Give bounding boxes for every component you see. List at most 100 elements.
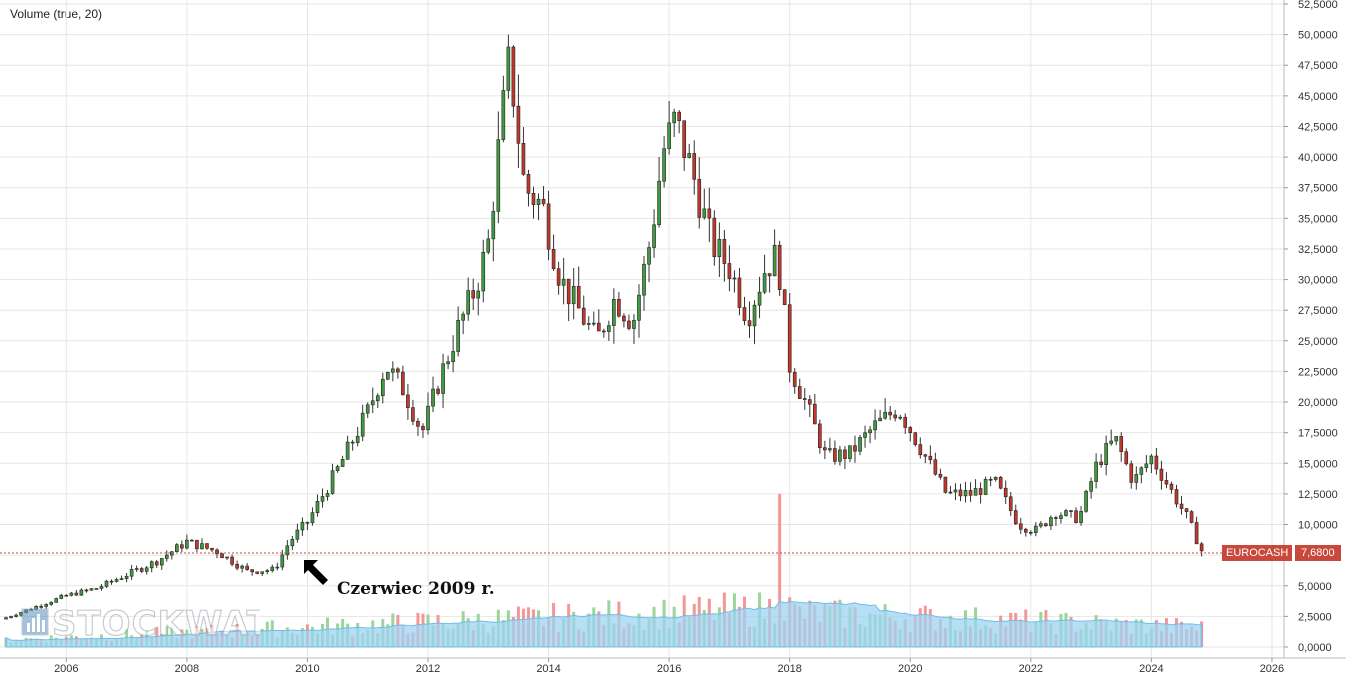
y-tick-label: 30,0000 — [1298, 275, 1338, 287]
candle-body — [717, 239, 722, 257]
candle-body — [576, 286, 581, 309]
candle-body — [265, 570, 270, 573]
candle-body — [300, 521, 305, 531]
candle-body — [295, 529, 300, 540]
candle-body — [315, 501, 320, 513]
candle-body — [802, 398, 807, 400]
candle-body — [396, 368, 400, 373]
candle-body — [627, 320, 631, 329]
candle-body — [682, 120, 687, 158]
candle-body — [456, 319, 460, 352]
candle-body — [762, 273, 767, 293]
candle-body — [998, 476, 1003, 489]
candle-body — [49, 602, 54, 605]
candle-body — [109, 580, 114, 583]
y-tick-label: 52,5000 — [1298, 0, 1338, 11]
candle-body — [215, 549, 219, 555]
candle-body — [647, 247, 651, 265]
candle-body — [657, 180, 661, 226]
candles — [4, 34, 1204, 620]
candle-body — [546, 203, 551, 250]
candle-body — [742, 307, 747, 321]
candle-body — [230, 556, 234, 565]
candle-body — [441, 363, 445, 394]
candle-body — [898, 416, 903, 419]
candle-body — [983, 478, 988, 495]
candle-body — [1199, 543, 1204, 552]
candle-body — [134, 568, 139, 570]
x-tick-label: 2026 — [1260, 663, 1284, 675]
y-tick-label: 15,0000 — [1298, 458, 1338, 470]
y-tick-label: 40,0000 — [1298, 152, 1338, 164]
candle-body — [1159, 468, 1164, 481]
candle-body — [64, 594, 69, 597]
y-tick-label: 20,0000 — [1298, 397, 1338, 409]
candle-body — [1049, 517, 1053, 527]
candle-body — [310, 512, 315, 524]
candle-body — [446, 361, 450, 365]
candle-body — [918, 444, 923, 456]
candle-body — [391, 368, 395, 373]
candle-body — [677, 111, 681, 121]
candle-body — [818, 423, 822, 448]
candle-body — [928, 455, 933, 461]
candle-body — [732, 277, 737, 280]
y-tick-label: 37,5000 — [1298, 183, 1338, 195]
candle-body — [1109, 440, 1113, 444]
candle-body — [612, 299, 616, 326]
candle-body — [973, 488, 978, 496]
candle-body — [581, 307, 586, 325]
candle-body — [375, 395, 380, 402]
candle-body — [285, 545, 290, 556]
candle-body — [205, 543, 209, 549]
candle-body — [406, 394, 410, 408]
x-tick-label: 2006 — [54, 663, 78, 675]
candle-body — [712, 217, 717, 257]
candle-body — [858, 437, 862, 452]
y-tick-label: 22,5000 — [1298, 366, 1338, 378]
candle-body — [617, 299, 621, 317]
candle-body — [431, 388, 435, 407]
candle-body — [154, 561, 159, 566]
candle-body — [541, 198, 546, 205]
candle-body — [481, 251, 486, 292]
candle-body — [787, 304, 792, 373]
candle-body — [551, 249, 556, 269]
candle-body — [943, 476, 948, 493]
y-tick-label: 2,5000 — [1298, 611, 1332, 623]
candle-body — [1018, 523, 1023, 530]
candle-body — [948, 491, 953, 494]
candle-body — [828, 448, 832, 451]
candle-body — [953, 489, 958, 493]
candle-body — [164, 554, 169, 559]
candle-body — [124, 575, 129, 579]
candle-body — [1179, 503, 1184, 509]
candle-body — [707, 208, 712, 219]
candle-body — [461, 313, 465, 321]
candle-body — [602, 330, 606, 333]
candle-body — [1174, 489, 1179, 505]
candle-body — [526, 174, 531, 194]
x-tick-label: 2016 — [657, 663, 681, 675]
candle-body — [903, 416, 908, 428]
candle-body — [476, 290, 481, 299]
candle-body — [320, 496, 325, 502]
candle-body — [767, 273, 772, 277]
candle-body — [571, 286, 576, 305]
candle-body — [511, 46, 516, 107]
candle-body — [4, 617, 8, 620]
candle-body — [923, 454, 928, 457]
candle-body — [958, 489, 963, 497]
candle-body — [878, 417, 882, 422]
candle-body — [1089, 481, 1093, 492]
candle-body — [426, 405, 430, 431]
candle-body — [1008, 496, 1013, 511]
candle-body — [104, 580, 109, 587]
candle-body — [350, 441, 355, 444]
candle-body — [144, 567, 149, 572]
candle-body — [868, 429, 872, 434]
last-price-badge: 7,6800 — [1294, 545, 1341, 561]
annotation-text: Czerwiec 2009 r. — [337, 579, 495, 599]
candle-body — [1139, 467, 1144, 475]
